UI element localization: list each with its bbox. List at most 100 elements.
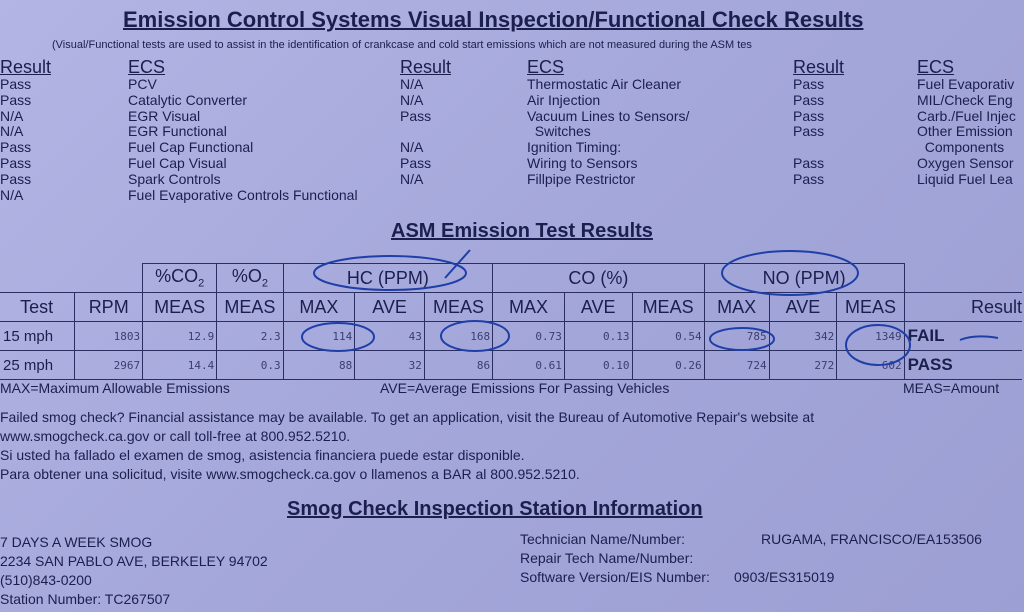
assistance-line: Failed smog check? Financial assistance … [0, 409, 815, 425]
ecs-result: Pass [0, 76, 32, 92]
ecs-item: Switches [527, 123, 591, 140]
ecs-item: Carb./Fuel Injec [917, 107, 1016, 124]
col-header: AVE [563, 292, 633, 322]
ecs-result: N/A [0, 123, 24, 140]
test-name: 25 mph [0, 350, 76, 380]
pen-circle-hc [313, 255, 467, 291]
assistance-text: Failed smog check? Financial assistance … [0, 408, 814, 484]
ecs-result: N/A [400, 139, 424, 156]
pen-circle-168 [440, 320, 510, 352]
asm-title: ASM Emission Test Results [391, 220, 653, 242]
pen-circle-1349 [845, 324, 911, 366]
col-header: MEAS [216, 292, 284, 322]
ecs-item: Components [917, 139, 1005, 156]
ecs-item: Other Emission [917, 123, 1013, 140]
software-value: 0903/ES315019 [734, 569, 835, 585]
ecs-result: Pass [793, 155, 825, 171]
col-header: MEAS [142, 292, 218, 322]
ecs-result: N/A [400, 170, 424, 187]
result-header: Result [0, 57, 52, 77]
subtitle: (Visual/Functional tests are used to ass… [52, 39, 752, 51]
pen-circle-785 [709, 327, 775, 351]
ecs-item: Fillpipe Restrictor [527, 170, 636, 187]
ecs-result: Pass [793, 123, 825, 140]
col-header: MAX [492, 292, 565, 322]
asm-results-table: %CO2 %O2 HC (PPM) CO (%) NO (PPM) Test RP… [0, 263, 1022, 380]
ecs-result: N/A [0, 107, 24, 124]
repair-tech-label: Repair Tech Name/Number: [520, 550, 694, 566]
station-name: 7 DAYS A WEEK SMOG [0, 534, 153, 550]
ecs-result: N/A [400, 91, 424, 108]
ecs-item: Fuel Evaporativ [917, 76, 1015, 92]
assistance-line: Si usted ha fallado el examen de smog, a… [0, 447, 525, 463]
col-header: Test [0, 292, 76, 322]
ecs-result: N/A [400, 76, 424, 92]
cell-value: 1803 [74, 321, 144, 351]
ecs-result: Pass [793, 107, 825, 124]
group-no: NO (PPM) [703, 263, 905, 293]
station-phone: (510)843-0200 [0, 572, 92, 588]
technician-value: RUGAMA, FRANCISCO/EA153506 [761, 531, 982, 547]
ecs-result: N/A [0, 186, 24, 203]
cell-value: 0.13 [563, 321, 633, 351]
ecs-item: EGR Visual [128, 107, 201, 124]
ecs-result: Pass [0, 91, 32, 108]
software-label: Software Version/EIS Number: [520, 569, 710, 585]
cell-value: 14.4 [142, 350, 218, 380]
ecs-item: Air Injection [527, 91, 601, 108]
pen-check-mark [444, 249, 471, 279]
ecs-item: Catalytic Converter [128, 91, 248, 108]
ecs-item: Thermostatic Air Cleaner [527, 76, 682, 92]
col-header: MEAS [836, 292, 905, 322]
ecs-result: Pass [0, 155, 32, 171]
station-title: Smog Check Inspection Station Informatio… [287, 498, 703, 520]
legend-meas: MEAS=Amount [903, 380, 1000, 396]
legend-ave: AVE=Average Emissions For Passing Vehicl… [380, 380, 670, 396]
ecs-item: Oxygen Sensor [917, 155, 1014, 171]
group-o2: %O2 [216, 263, 284, 293]
cell-value: 0.61 [492, 350, 565, 380]
cell-value: 88 [282, 350, 356, 380]
ecs-result: Pass [793, 76, 825, 92]
cell-value: 0.54 [631, 321, 705, 351]
ecs-item: Fuel Cap Visual [128, 155, 227, 171]
result-header: Result [793, 57, 845, 77]
cell-value: 32 [354, 350, 425, 380]
ecs-item: Fuel Evaporative Controls Functional [128, 186, 358, 203]
technician-info: Technician Name/Number: Repair Tech Name… [520, 530, 710, 587]
group-co: CO (%) [492, 263, 705, 293]
cell-value: 12.9 [142, 321, 218, 351]
ecs-item: PCV [128, 76, 157, 92]
ecs-item: Ignition Timing: [527, 139, 622, 156]
cell-value: 86 [423, 350, 494, 380]
ecs-item: Liquid Fuel Lea [917, 170, 1013, 187]
cell-value: 0.26 [631, 350, 705, 380]
col-header: RPM [74, 292, 144, 322]
ecs-item: EGR Functional [128, 123, 227, 140]
page-title: Emission Control Systems Visual Inspecti… [123, 7, 864, 32]
ecs-item: Spark Controls [128, 170, 221, 187]
ecs-item: Fuel Cap Functional [128, 139, 254, 156]
assistance-line: www.smogcheck.ca.gov or call toll-free a… [0, 428, 351, 444]
ecs-result: Pass [400, 107, 432, 124]
test-name: 15 mph [0, 321, 76, 351]
group-co2: %CO2 [142, 263, 218, 293]
pen-circle-no [721, 250, 859, 296]
ecs-result: Pass [793, 91, 825, 108]
cell-value: 272 [768, 350, 838, 380]
col-header: MAX [703, 292, 770, 322]
cell-value: 724 [703, 350, 770, 380]
station-number: Station Number: TC267507 [0, 591, 171, 607]
cell-value: 0.3 [216, 350, 284, 380]
ecs-item: MIL/Check Eng [917, 91, 1013, 108]
ecs-result: Pass [400, 155, 432, 171]
ecs-item: Vacuum Lines to Sensors/ [527, 107, 690, 124]
ecs-header: ECS [917, 57, 955, 77]
ecs-result: Pass [0, 139, 32, 156]
pen-arrow [959, 335, 999, 341]
station-address: 2234 SAN PABLO AVE, BERKELEY 94702 [0, 553, 268, 569]
cell-value: 0.73 [492, 321, 565, 351]
legend-max: MAX=Maximum Allowable Emissions [0, 380, 230, 396]
pen-circle-114 [301, 322, 375, 352]
